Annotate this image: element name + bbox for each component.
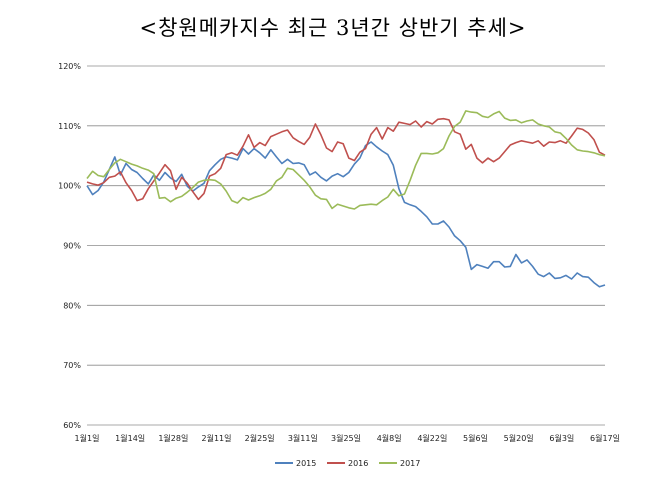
y-tick-label: 110% [58,122,81,131]
x-tick-label: 2월25일 [245,433,275,443]
y-tick-label: 120% [58,62,81,71]
legend-label: 2016 [348,459,368,468]
series-lines [86,110,606,288]
y-tick-label: 80% [63,301,81,310]
x-tick-label: 1월14일 [115,433,145,443]
y-tick-label: 70% [63,361,81,370]
series-line-2015 [86,141,606,288]
chart-title: <창원메카지수 최근 3년간 상반기 추세> [139,16,527,40]
y-axis: 120% 110% 100% 90% 80% 70% 60% [58,62,81,430]
series-line-2016 [86,117,606,202]
x-tick-label: 4월22일 [417,433,447,443]
x-tick-label: 4월8일 [377,433,402,443]
x-tick-label: 1월28일 [158,433,188,443]
x-tick-label: 5월6일 [463,433,488,443]
series-line-2017 [86,110,606,210]
gridlines [87,65,605,426]
x-axis: 1월1일 1월14일 1월28일 2월11일 2월25일 3월11일 3월25일 4월8일 4월… [75,433,620,443]
x-tick-label: 6월3일 [549,433,574,443]
x-tick-label: 1월1일 [75,433,100,443]
legend-label: 2015 [296,459,316,468]
x-tick-label: 2월11일 [202,433,232,443]
legend-label: 2017 [400,459,420,468]
y-tick-label: 60% [63,421,81,430]
x-tick-label: 5월20일 [504,433,534,443]
y-tick-label: 100% [58,182,81,191]
legend: 2015 2016 2017 [275,459,420,468]
x-tick-label: 3월25일 [331,433,361,443]
x-tick-label: 3월11일 [288,433,318,443]
y-tick-label: 90% [63,242,81,251]
x-tick-label: 6월17일 [590,433,620,443]
